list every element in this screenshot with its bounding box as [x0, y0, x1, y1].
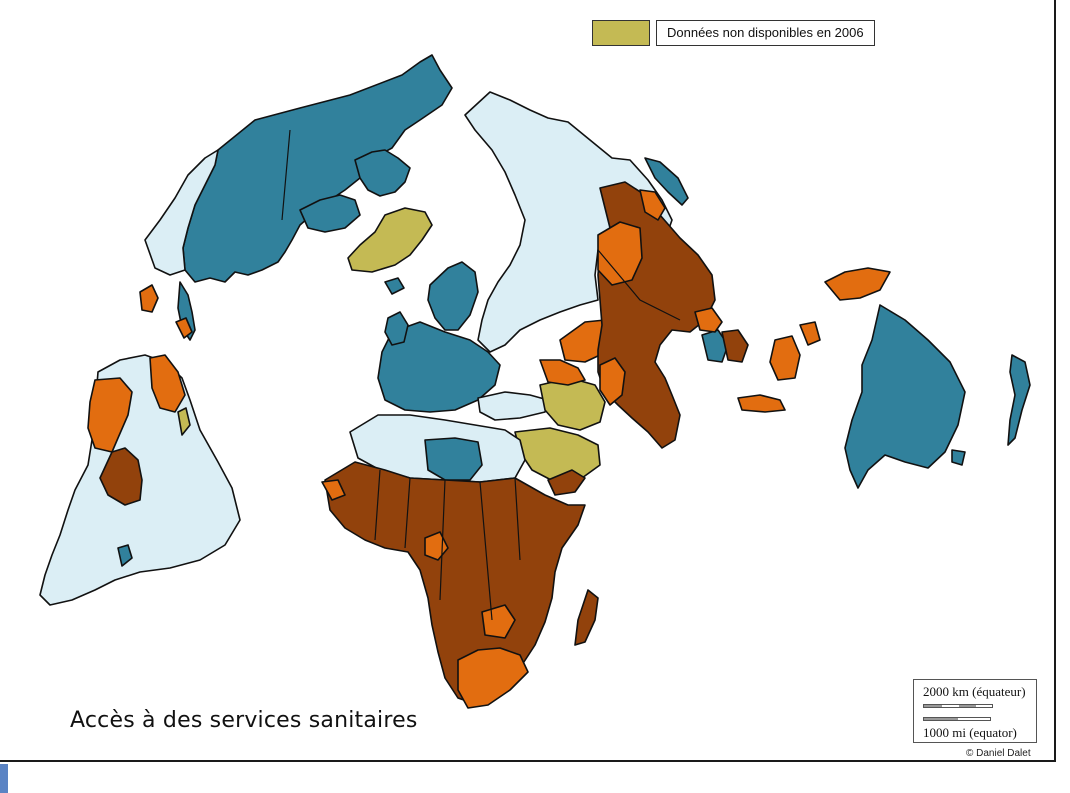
se-asia-brown — [721, 329, 749, 363]
scale-km-bar — [923, 704, 993, 708]
japan-korea — [644, 157, 689, 206]
russia — [464, 91, 673, 353]
mongolia — [597, 221, 643, 286]
indonesia-1 — [769, 335, 801, 381]
greenland — [347, 207, 433, 273]
world-map — [39, 54, 1031, 709]
guyana — [177, 407, 191, 436]
uruguay — [117, 544, 133, 567]
scandinavia — [427, 261, 479, 331]
libya — [424, 437, 483, 481]
new-zealand — [1007, 354, 1031, 446]
arabia — [514, 427, 601, 483]
legend-label: Données non disponibles en 2006 — [656, 20, 875, 46]
map-title: Accès à des services sanitaires — [70, 708, 418, 733]
siberia-east — [639, 189, 666, 221]
arctic-islands — [354, 149, 411, 197]
yemen — [547, 469, 586, 496]
sub-saharan-africa — [324, 461, 586, 706]
scale-bar: 2000 km (équateur) 1000 mi (equator) — [913, 679, 1037, 743]
madagascar — [574, 589, 599, 646]
baffin-island — [299, 194, 361, 233]
copyright: © Daniel Dalet — [966, 748, 1031, 759]
asia-orange-1 — [539, 359, 586, 386]
venezuela — [149, 354, 186, 413]
indonesia-2 — [737, 394, 786, 413]
mexico — [139, 284, 159, 313]
tasmania — [951, 449, 966, 466]
uk — [384, 311, 409, 346]
se-asia-orange — [694, 307, 723, 333]
senegal — [321, 479, 346, 501]
colombia-peru — [87, 377, 133, 453]
philippines — [824, 267, 891, 301]
alaska — [144, 149, 219, 276]
zambia — [481, 604, 516, 639]
guatemala — [175, 317, 193, 339]
turkey — [477, 391, 549, 421]
bolivia — [99, 447, 143, 506]
indonesia-3 — [799, 321, 821, 346]
window-edge — [0, 764, 8, 793]
map-frame — [0, 0, 1056, 762]
iceland — [384, 277, 405, 295]
australia — [844, 304, 966, 489]
india-inner — [599, 357, 626, 406]
scale-mi-label: 1000 mi (equator) — [923, 725, 1017, 740]
legend-swatch — [592, 20, 650, 46]
scale-km-label: 2000 km (équateur) — [923, 684, 1026, 699]
legend: Données non disponibles en 2006 — [592, 18, 875, 48]
iran-region — [539, 377, 606, 431]
border-lines — [281, 129, 681, 621]
southern-africa — [457, 647, 529, 709]
scale-mi-bar — [923, 717, 991, 721]
